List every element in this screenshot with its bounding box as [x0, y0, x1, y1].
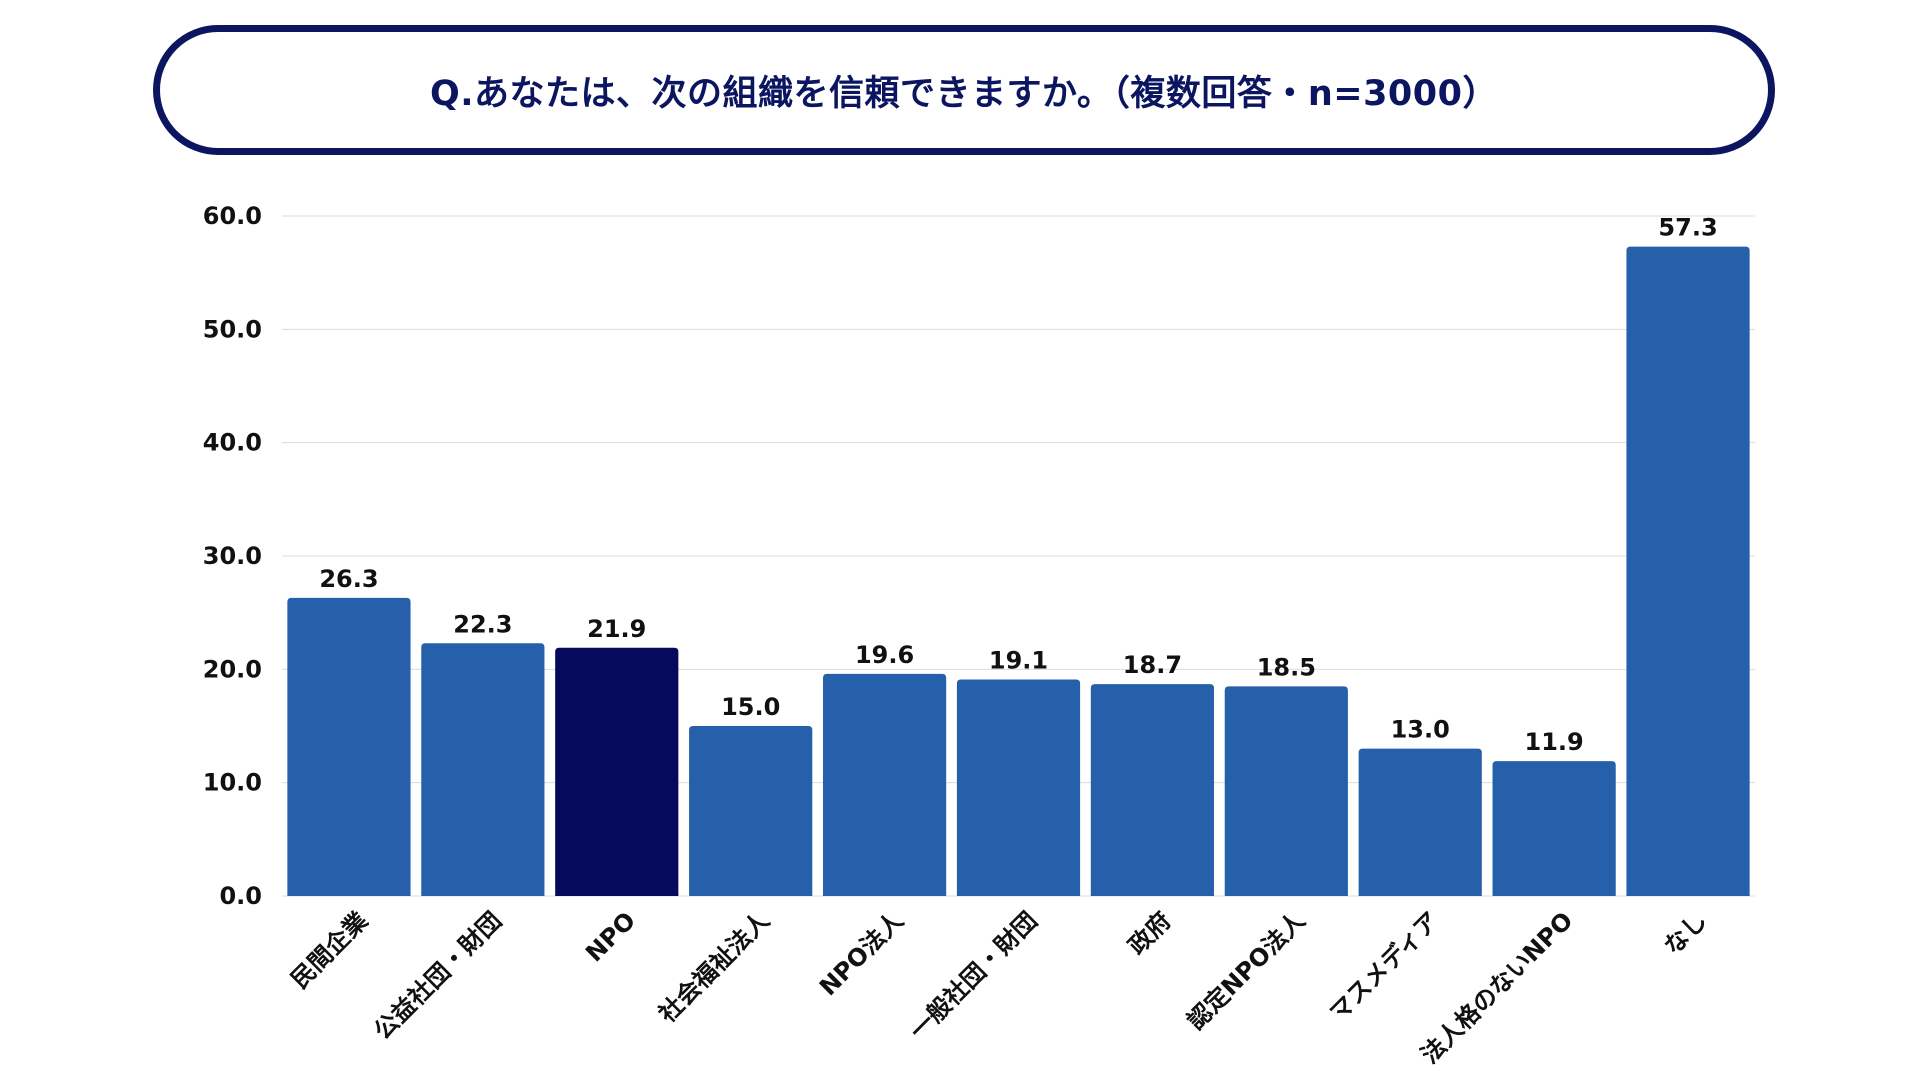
y-tick-label: 0.0: [219, 882, 262, 910]
bar-7: [1224, 686, 1348, 896]
bar-8: [1358, 748, 1482, 896]
value-label-2: 21.9: [587, 615, 646, 643]
category-label-9: 法人格のないNPO: [1416, 906, 1579, 1069]
value-labels: 26.3 22.3 21.9 15.0 19.6 19.1 18.7 18.5 13.0 11.9…: [319, 214, 1717, 757]
y-tick-label: 20.0: [203, 655, 262, 683]
bars: [287, 246, 1750, 897]
category-label-6: 政府: [1123, 906, 1177, 960]
y-axis-ticks: 0.0 10.0 20.0 30.0 40.0 50.0 60.0: [203, 202, 262, 910]
bar-5: [956, 679, 1081, 896]
bar-4: [822, 673, 947, 896]
y-tick-label: 30.0: [203, 542, 262, 570]
value-label-3: 15.0: [721, 693, 780, 721]
category-label-4: NPO法人: [814, 906, 909, 1001]
y-tick-label: 40.0: [203, 429, 262, 457]
value-label-4: 19.6: [855, 641, 914, 669]
bar-1: [421, 643, 545, 896]
bar-0: [287, 597, 411, 896]
value-label-9: 11.9: [1525, 728, 1584, 756]
value-label-5: 19.1: [989, 647, 1048, 675]
y-tick-label: 50.0: [203, 315, 262, 343]
title-box: Q.あなたは、次の組織を信頼できますか。（複数回答・n=3000）: [153, 25, 1775, 155]
value-label-1: 22.3: [453, 610, 512, 638]
y-tick-label: 10.0: [203, 769, 262, 797]
y-tick-label: 60.0: [203, 202, 262, 230]
bar-9: [1492, 761, 1616, 896]
category-label-10: なし: [1659, 906, 1713, 960]
category-label-3: 社会福祉法人: [653, 906, 775, 1028]
value-label-6: 18.7: [1123, 651, 1182, 679]
bar-2: [555, 647, 679, 896]
category-label-2: NPO: [580, 906, 641, 967]
value-label-10: 57.3: [1658, 214, 1717, 242]
category-label-1: 公益社団・財団: [369, 906, 508, 1045]
chart-title: Q.あなたは、次の組織を信頼できますか。（複数回答・n=3000）: [429, 73, 1498, 114]
value-label-7: 18.5: [1257, 653, 1316, 681]
category-label-7: 認定NPO法人: [1182, 906, 1311, 1035]
category-label-0: 民間企業: [286, 906, 374, 994]
category-label-5: 一般社団・財団: [904, 906, 1043, 1045]
category-label-8: マスメディア: [1324, 906, 1444, 1026]
bar-3: [689, 726, 813, 896]
value-label-8: 13.0: [1391, 716, 1450, 744]
bar-10: [1626, 246, 1750, 897]
bar-6: [1090, 684, 1215, 896]
value-label-0: 26.3: [319, 565, 378, 593]
